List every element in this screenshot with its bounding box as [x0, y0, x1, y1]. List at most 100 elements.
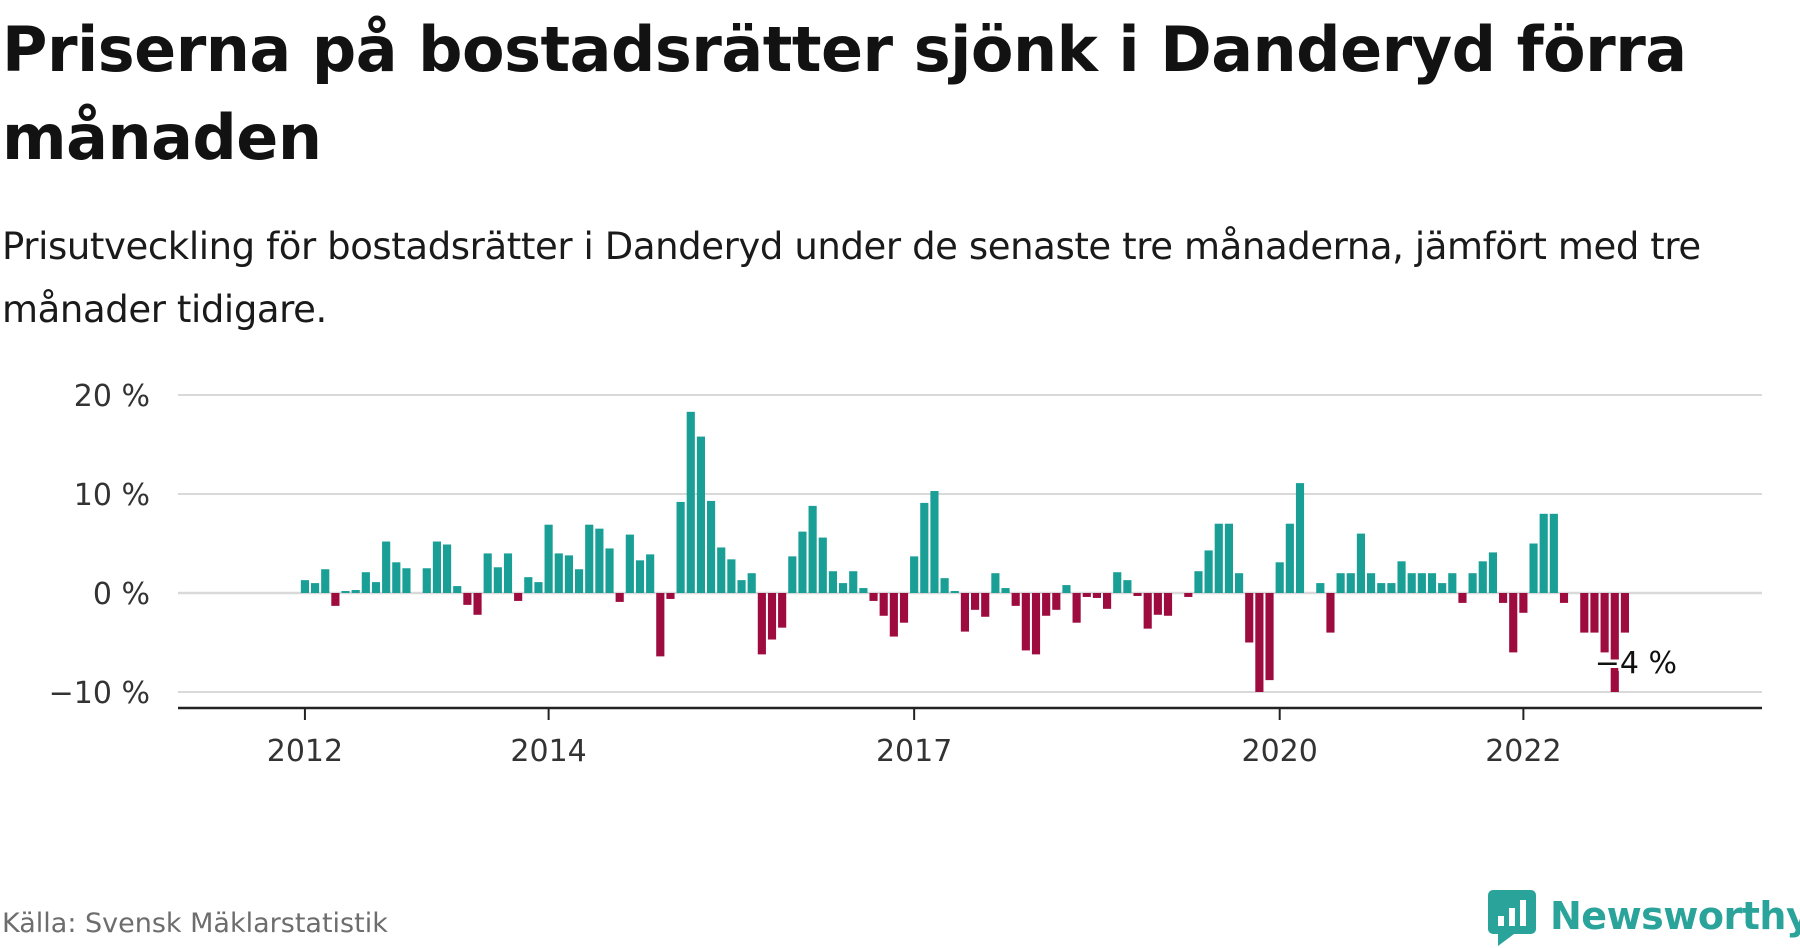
bar-positive [453, 586, 462, 593]
bar-positive [1397, 561, 1406, 593]
source-note: Källa: Svensk Mäklarstatistik [2, 908, 388, 939]
bar-positive [1204, 550, 1213, 593]
bar-positive [1387, 583, 1396, 593]
bar-positive [839, 583, 848, 593]
bar-positive [1549, 513, 1558, 593]
bars [300, 411, 1629, 692]
bar-positive [1539, 513, 1548, 593]
bar-chart: 20 % 10 % 0 % −10 % 2012 2014 2017 2020 2022 −4… [49, 379, 1762, 769]
bar-positive [727, 559, 736, 593]
bar-positive [564, 555, 573, 593]
bar-negative [869, 593, 878, 601]
bar-positive [1275, 562, 1284, 593]
bar-negative [1590, 593, 1599, 633]
bar-negative [1103, 593, 1112, 609]
bar-negative [981, 593, 990, 617]
bar-positive [595, 528, 604, 593]
bar-negative [1326, 593, 1335, 633]
bar-positive [1478, 561, 1487, 593]
bar-positive [1113, 572, 1122, 593]
bar-negative [1580, 593, 1589, 633]
bar-negative [757, 593, 766, 655]
bar-positive [1438, 583, 1447, 593]
bar-positive [575, 569, 584, 593]
bar-positive [432, 541, 441, 593]
bar-positive [392, 562, 401, 593]
x-axis: 2012 2014 2017 2020 2022 [178, 706, 1762, 769]
bar-positive [696, 436, 705, 593]
gridlines [178, 394, 1762, 693]
bar-positive [1468, 573, 1477, 593]
bar-positive [818, 537, 827, 593]
bar-positive [798, 531, 807, 593]
bar-positive [493, 567, 502, 593]
bar-positive [544, 524, 553, 593]
bar-negative [514, 593, 523, 601]
bar-negative [1163, 593, 1173, 616]
bar-positive [402, 568, 411, 593]
bar-positive [443, 544, 452, 593]
bar-negative [1072, 593, 1081, 623]
bar-negative [889, 593, 898, 637]
bar-positive [930, 491, 939, 593]
bar-positive [676, 501, 685, 593]
bar-positive [737, 580, 746, 593]
bar-positive [1448, 573, 1457, 593]
bar-negative [1052, 593, 1061, 610]
bar-positive [483, 553, 492, 593]
bar-positive [1488, 552, 1497, 593]
bar-positive [534, 582, 543, 593]
bar-negative [1265, 593, 1274, 681]
bar-negative [1143, 593, 1152, 629]
bar-negative [1031, 593, 1041, 655]
bar-positive [849, 571, 858, 593]
bar-positive [1194, 571, 1203, 593]
bar-positive [422, 568, 431, 593]
bar-positive [371, 582, 381, 593]
bar-positive [300, 580, 309, 593]
newsworthy-logo[interactable]: Newsworthy [1488, 885, 1800, 947]
bar-negative [615, 593, 624, 602]
bar-positive [1356, 533, 1365, 593]
bar-negative [1245, 593, 1254, 643]
bar-positive [1214, 523, 1223, 593]
bar-negative [1458, 593, 1467, 603]
bar-negative [666, 593, 675, 599]
bar-positive [321, 569, 330, 593]
bar-positive [1529, 543, 1538, 593]
bar-positive [311, 583, 320, 593]
bar-positive [1367, 573, 1376, 593]
bar-positive [625, 534, 634, 593]
bar-positive [361, 572, 370, 593]
bar-negative [1042, 593, 1051, 616]
bar-negative [971, 593, 980, 610]
bar-positive [605, 548, 614, 593]
bar-positive [1427, 573, 1437, 593]
bar-positive [950, 591, 959, 593]
bar-negative [1184, 593, 1193, 597]
bar-positive [503, 553, 513, 593]
bar-positive [940, 578, 949, 593]
bar-positive [1235, 573, 1244, 593]
bar-positive [859, 588, 868, 593]
brand-name: Newsworthy [1550, 894, 1800, 938]
bar-positive [1377, 583, 1386, 593]
bar-positive [1417, 573, 1426, 593]
y-tick-label: −10 % [49, 676, 150, 711]
bar-positive [717, 547, 726, 593]
x-tick-label: 2022 [1485, 734, 1561, 769]
bar-positive [646, 554, 655, 593]
bar-negative [778, 593, 787, 628]
bar-positive [910, 556, 919, 593]
page-title: Priserna på bostadsrätter sjönk i Dander… [2, 13, 1687, 174]
page-subtitle: Prisutveckling för bostadsrätter i Dande… [2, 225, 1701, 331]
bar-negative [656, 593, 665, 657]
bar-negative [960, 593, 969, 632]
bar-positive [1407, 573, 1416, 593]
bar-positive [1295, 483, 1305, 593]
bar-positive [1316, 583, 1325, 593]
x-tick-label: 2014 [510, 734, 586, 769]
bar-positive [686, 411, 695, 593]
bar-negative [899, 593, 909, 623]
bar-negative [1255, 593, 1264, 692]
